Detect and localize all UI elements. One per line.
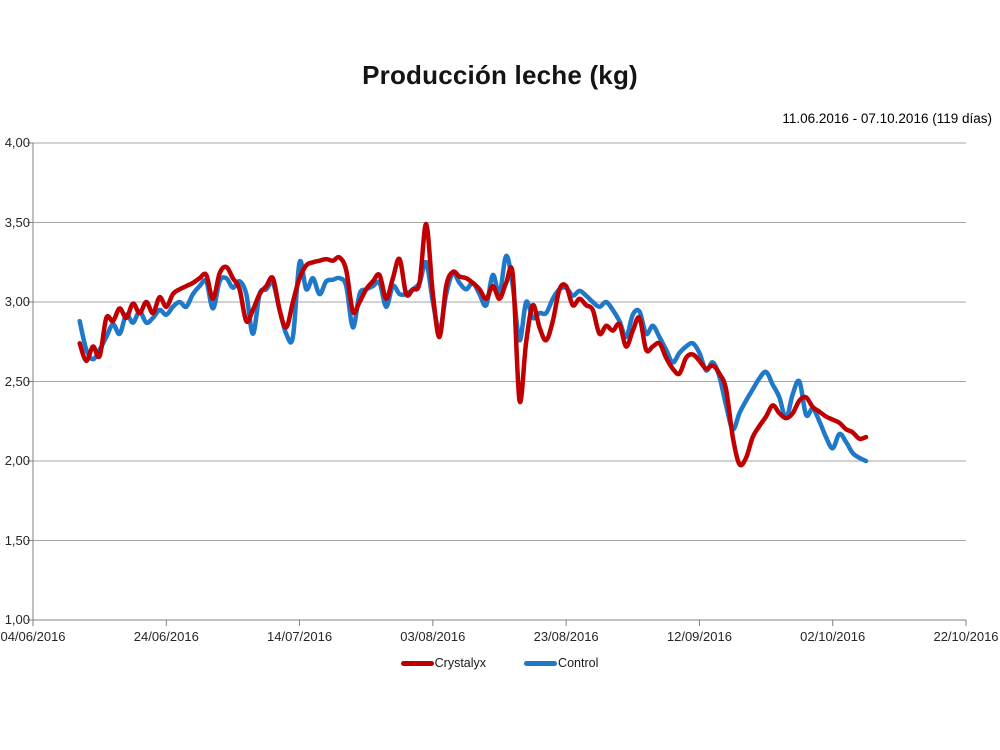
x-tick-label: 03/08/2016 (400, 629, 466, 644)
legend-item-crystalyx: Crystalyx (400, 656, 487, 670)
legend: Crystalyx Control (33, 656, 966, 670)
chart-title: Producción leche (kg) (362, 60, 638, 90)
series-line-control (77, 253, 869, 464)
x-tick-label: 22/10/2016 (933, 629, 999, 644)
legend-label-crystalyx: Crystalyx (434, 656, 487, 670)
y-tick-label: 2,00 (4, 453, 30, 468)
x-tick-label: 14/07/2016 (267, 629, 333, 644)
y-tick-label: 3,50 (4, 214, 30, 230)
x-tick-label: 23/08/2016 (533, 629, 599, 644)
legend-label-control: Control (558, 656, 599, 670)
x-tick-label: 24/06/2016 (133, 629, 199, 644)
crystalyx-line-swatch-icon (400, 660, 434, 666)
y-tick-label: 2,50 (4, 373, 30, 389)
y-tick-label: 1,50 (4, 532, 30, 548)
x-tick-label: 04/06/2016 (0, 629, 66, 644)
control-line-swatch-icon (524, 660, 558, 666)
x-tick-label: 02/10/2016 (800, 629, 866, 644)
legend-item-control: Control (524, 656, 598, 670)
y-tick-label: 3,00 (4, 294, 30, 309)
chart-date-range-subtitle: 11.06.2016 - 07.10.2016 (119 días) (782, 111, 992, 126)
series-line-crystalyx (77, 221, 869, 468)
y-tick-label: 1,00 (4, 612, 30, 627)
y-tick-label: 4,00 (4, 135, 30, 150)
x-tick-label: 12/09/2016 (666, 629, 732, 644)
